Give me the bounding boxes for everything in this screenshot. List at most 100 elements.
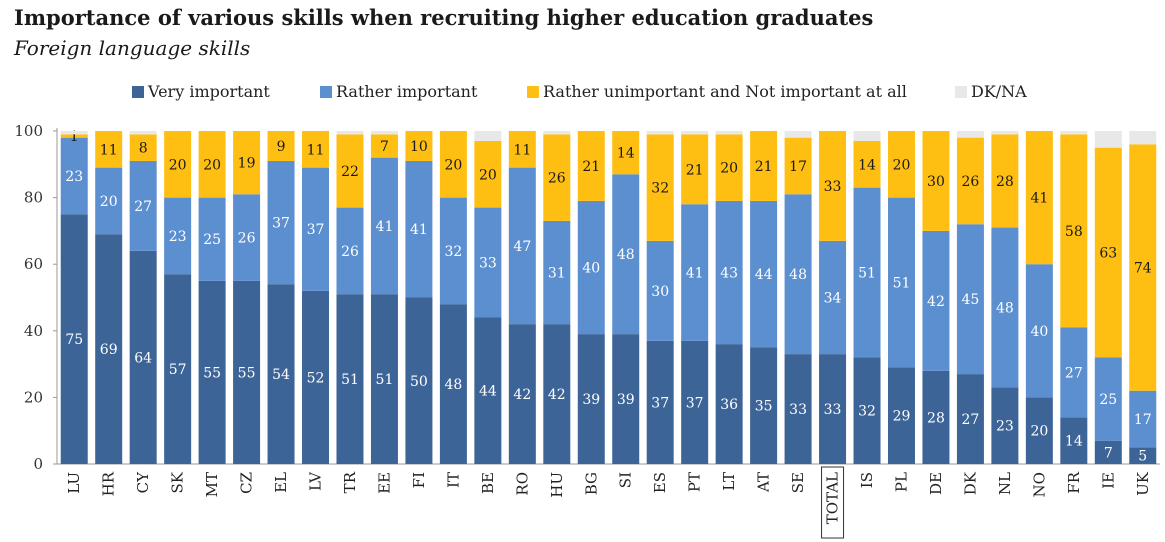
data-label: 21 — [755, 159, 773, 175]
data-label: 55 — [238, 365, 256, 381]
x-tick-label: TR — [341, 471, 359, 493]
legend-label: Very important — [147, 82, 270, 101]
bar-segment — [439, 304, 467, 464]
data-label: 27 — [134, 199, 152, 215]
data-label: 10 — [410, 139, 428, 155]
bar-segment — [439, 131, 467, 198]
data-label: 34 — [824, 291, 842, 307]
x-tick-label: SI — [617, 472, 635, 488]
data-label: 54 — [272, 367, 290, 383]
bar-cy: 64 27 8 CY — [129, 131, 157, 493]
y-tick-label: 80 — [24, 189, 43, 207]
bar-segment — [784, 354, 812, 464]
data-label: 20 — [203, 157, 221, 173]
data-label: 9 — [277, 139, 286, 155]
bar-segment — [198, 197, 226, 281]
y-tick-label: 60 — [24, 255, 43, 273]
bar-segment — [819, 354, 847, 464]
data-label: 30 — [651, 284, 669, 300]
bar-segment — [439, 197, 467, 305]
data-label: 17 — [1134, 412, 1152, 428]
data-label: 22 — [341, 164, 359, 180]
bar-segment — [1060, 327, 1088, 418]
bar-segment — [1129, 131, 1157, 145]
bar-segment — [129, 250, 157, 464]
bar-segment — [60, 131, 88, 135]
bar-segment — [956, 374, 984, 464]
x-tick-label: NO — [1030, 472, 1048, 497]
bar-uk: 5 17 74 UK — [1129, 131, 1157, 496]
data-label: 31 — [548, 266, 566, 282]
data-label: 23 — [65, 169, 83, 185]
x-tick-label: HU — [548, 472, 566, 498]
bar-segment — [370, 134, 398, 158]
bar-segment — [508, 324, 536, 464]
x-tick-label: NL — [996, 472, 1014, 495]
bar-segment — [715, 344, 743, 464]
data-label: 20 — [100, 194, 118, 210]
bar-segment — [474, 207, 502, 318]
x-tick-label: CZ — [238, 472, 256, 494]
bar-segment — [577, 131, 605, 201]
legend-label: DK/NA — [971, 82, 1027, 101]
data-label: 11 — [513, 142, 531, 158]
data-label: 45 — [962, 292, 980, 308]
bar-segment — [784, 131, 812, 138]
legend-swatch — [320, 86, 332, 98]
data-label: 23 — [996, 419, 1014, 435]
data-label: 63 — [1099, 246, 1117, 262]
bar-segment — [198, 131, 226, 198]
bar-segment — [646, 340, 674, 464]
data-label: 55 — [203, 365, 221, 381]
x-tick-label: DE — [927, 472, 945, 495]
bar-segment — [95, 131, 123, 168]
data-label: 40 — [582, 261, 600, 277]
bar-es: 37 30 32 ES — [646, 131, 674, 493]
bar-tr: 51 26 22 TR — [336, 131, 364, 493]
data-label: 30 — [927, 174, 945, 190]
bar-segment — [302, 167, 330, 291]
data-label: 44 — [479, 384, 497, 400]
bar-segment — [646, 240, 674, 341]
bar-segment — [1094, 357, 1122, 441]
bar-segment — [1129, 447, 1157, 464]
bar-segment — [681, 204, 709, 341]
bar-segment — [543, 131, 571, 135]
bar-sk: 57 23 20 SK — [164, 131, 192, 493]
data-label: 42 — [513, 387, 531, 403]
bar-segment — [370, 157, 398, 295]
bar-pl: 29 51 20 PL — [887, 131, 915, 492]
data-label: 48 — [617, 247, 635, 263]
bar-segment — [1060, 131, 1088, 135]
data-label: 39 — [617, 392, 635, 408]
bar-segment — [129, 131, 157, 135]
bar-segment — [60, 214, 88, 464]
x-tick-label: DK — [961, 471, 979, 495]
bar-lt: 36 43 20 LT — [715, 131, 743, 491]
bar-fr: 14 27 58 FR — [1060, 131, 1088, 494]
bar-segment — [646, 134, 674, 241]
bar-segment — [887, 367, 915, 464]
bar-segment — [474, 317, 502, 464]
bar-segment — [853, 140, 881, 188]
data-label: 29 — [893, 409, 911, 425]
bar-segment — [405, 297, 433, 464]
bar-segment — [784, 137, 812, 195]
data-label: 26 — [962, 174, 980, 190]
data-label: 33 — [789, 402, 807, 418]
data-label: 42 — [927, 294, 945, 310]
legend: Very important Rather important Rather uni… — [132, 82, 1027, 101]
data-label: 35 — [755, 399, 773, 415]
bar-segment — [198, 280, 226, 464]
bar-segment — [543, 324, 571, 464]
bar-segment — [681, 131, 709, 135]
data-label: 51 — [858, 266, 876, 282]
bar-segment — [1025, 131, 1053, 265]
bar-be: 44 33 20 BE — [474, 131, 502, 494]
bar-lu: 75 23 1 LU — [60, 129, 88, 494]
data-label: 33 — [479, 256, 497, 272]
data-label: 14 — [858, 157, 876, 173]
data-label: 11 — [100, 142, 118, 158]
total-label-box — [821, 466, 845, 539]
bar-segment — [164, 274, 192, 464]
